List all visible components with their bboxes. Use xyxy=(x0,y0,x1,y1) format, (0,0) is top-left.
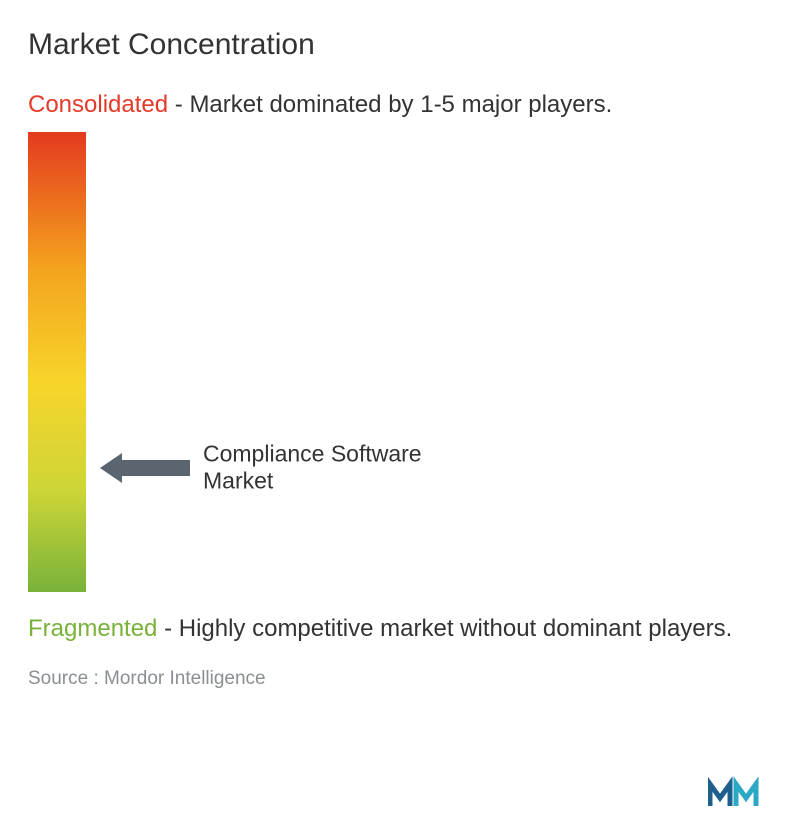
gradient-area: Compliance Software Market xyxy=(28,132,768,602)
fragmented-term: Fragmented xyxy=(28,615,157,642)
arrow-left-icon xyxy=(100,453,190,483)
concentration-gradient-bar xyxy=(28,132,86,592)
marker-label: Compliance Software Market xyxy=(203,440,483,495)
fragmented-definition: Fragmented - Highly competitive market w… xyxy=(28,614,768,644)
marker-arrow xyxy=(100,453,190,483)
fragmented-desc: - Highly competitive market without domi… xyxy=(157,615,732,642)
consolidated-term: Consolidated xyxy=(28,91,168,118)
source-attribution: Source : Mordor Intelligence xyxy=(28,668,768,690)
consolidated-definition: Consolidated - Market dominated by 1-5 m… xyxy=(28,90,768,120)
consolidated-desc: - Market dominated by 1-5 major players. xyxy=(168,91,612,118)
brand-logo-icon xyxy=(708,776,770,812)
page-title: Market Concentration xyxy=(28,28,768,62)
